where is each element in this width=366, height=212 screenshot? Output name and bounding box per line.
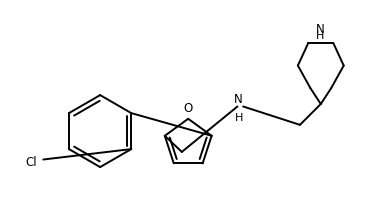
Text: H: H	[315, 31, 324, 41]
Text: O: O	[184, 102, 193, 115]
Text: H: H	[235, 113, 243, 123]
Text: N: N	[315, 23, 324, 36]
Text: N: N	[234, 93, 243, 106]
Text: Cl: Cl	[25, 156, 37, 169]
